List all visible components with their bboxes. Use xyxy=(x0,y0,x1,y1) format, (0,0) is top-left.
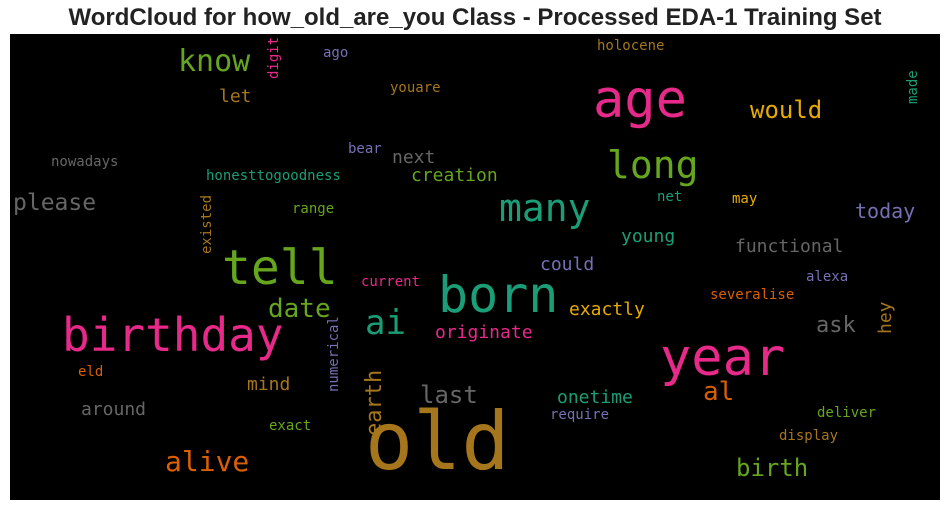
word-made: made xyxy=(905,70,921,104)
word-originate: originate xyxy=(435,322,533,343)
word-born: born xyxy=(438,266,559,324)
word-long: long xyxy=(607,143,699,187)
word-please: please xyxy=(13,190,97,216)
word-alexa: alexa xyxy=(806,269,849,285)
chart-title: WordCloud for how_old_are_you Class - Pr… xyxy=(68,4,882,31)
word-youare: youare xyxy=(390,80,441,96)
word-let: let xyxy=(219,86,252,107)
word-numerical: numerical xyxy=(326,316,342,392)
word-date: date xyxy=(268,294,331,324)
word-net: net xyxy=(657,189,683,205)
word-today: today xyxy=(855,199,916,223)
word-tell: tell xyxy=(222,240,338,296)
word-ai: ai xyxy=(365,303,406,343)
word-holocene: holocene xyxy=(597,38,665,54)
word-would: would xyxy=(750,96,823,124)
word-birthday: birthday xyxy=(62,308,284,362)
word-severalise: severalise xyxy=(710,287,795,303)
word-ago: ago xyxy=(323,45,349,61)
word-bear: bear xyxy=(348,141,382,157)
word-exact: exact xyxy=(269,418,312,434)
word-digit: digit xyxy=(266,36,282,79)
word-eld: eld xyxy=(78,364,104,380)
word-honesttogoodness: honesttogoodness xyxy=(206,168,341,184)
word-birth: birth xyxy=(736,454,809,482)
word-al: al xyxy=(703,377,735,407)
word-know: know xyxy=(178,44,251,79)
word-display: display xyxy=(779,428,839,444)
word-onetime: onetime xyxy=(557,387,633,408)
word-exactly: exactly xyxy=(569,299,645,320)
word-age: age xyxy=(593,70,687,130)
word-hey: hey xyxy=(875,301,896,334)
word-functional: functional xyxy=(735,236,844,257)
word-could: could xyxy=(540,254,595,275)
wordcloud-canvas: old year age born birthday tell long many ai know… xyxy=(10,34,940,500)
word-around: around xyxy=(81,399,147,420)
word-old: old xyxy=(365,395,510,488)
word-alive: alive xyxy=(165,445,250,478)
word-current: current xyxy=(361,274,421,290)
word-year: year xyxy=(660,328,786,388)
word-nowadays: nowadays xyxy=(51,154,119,170)
word-existed: existed xyxy=(199,194,215,254)
word-require: require xyxy=(550,407,610,423)
word-deliver: deliver xyxy=(817,405,877,421)
word-may: may xyxy=(732,191,758,207)
word-creation: creation xyxy=(411,165,498,186)
word-many: many xyxy=(499,186,591,230)
word-earth: earth xyxy=(362,369,387,436)
word-young: young xyxy=(621,226,676,247)
word-mind: mind xyxy=(247,374,291,395)
word-ask: ask xyxy=(816,313,856,338)
word-last: last xyxy=(420,381,478,409)
word-range: range xyxy=(292,201,335,217)
word-next: next xyxy=(392,147,436,168)
